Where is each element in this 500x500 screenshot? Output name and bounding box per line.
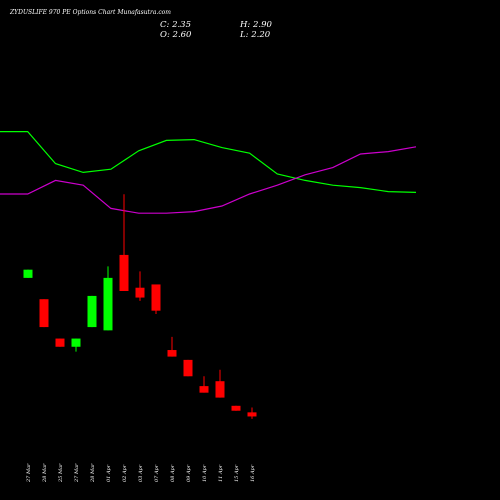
candle-body [183,359,193,377]
candle-body [231,405,241,411]
high-readout: H: 2.90 [239,20,272,30]
candle-body [71,338,81,347]
x-tick-label: 03 Apr [138,464,144,482]
x-tick-label: 16 Apr [250,464,256,482]
candle-body [215,381,225,398]
x-tick-label: 08 Apr [170,464,176,482]
candle-body [135,287,145,298]
candle-body [23,269,33,278]
open-readout: O: 2.60 [160,30,192,40]
x-tick-label: 28 Mar [90,463,96,483]
x-tick-label: 15 Apr [234,464,240,482]
x-tick-label: 25 Mar [58,463,64,483]
candle-body [87,295,97,328]
candle-body [103,277,113,331]
candle-body [151,284,161,311]
candle [167,336,177,357]
close-readout: C: 2.35 [160,20,191,30]
x-tick-label: 02 Apr [122,464,128,482]
candle [39,299,49,328]
candle [215,369,225,398]
x-tick-label: 09 Apr [186,464,192,482]
x-tick-label: 10 Apr [202,464,208,482]
x-tick-label: 28 Mar [42,463,48,483]
candle [71,338,81,352]
x-tick-label: 27 Mar [26,463,32,483]
chart-title: ZYDUSLIFE 970 PE Options Chart Munafasut… [9,9,171,16]
indicator-lines [0,131,417,214]
low-readout: L: 2.20 [239,30,271,40]
candle [135,271,145,301]
candle [103,266,113,331]
candle-body [167,350,177,357]
candle [199,376,209,393]
x-tick-label: 07 Apr [154,464,160,482]
x-tick-label: 11 Apr [218,464,224,482]
x-tick-label: 01 Apr [106,464,112,482]
indicator-line-1 [0,131,417,193]
candle [119,194,129,291]
candles-group [23,194,257,419]
candle [55,338,65,347]
candle [151,284,161,314]
candle-body [247,412,257,417]
candle [23,269,33,278]
candle [247,407,257,419]
candle [87,295,97,328]
indicator-line-2 [0,146,417,214]
candle [183,359,193,377]
candle [231,405,241,411]
x-tick-label: 27 Mar [74,463,80,483]
candle-body [119,254,129,291]
candle-body [55,338,65,347]
x-axis-labels: 27 Mar 28 Mar 25 Mar 27 Mar 28 Mar 01 Apr 02 A… [26,463,256,483]
candle-body [39,299,49,328]
candle-body [199,386,209,393]
